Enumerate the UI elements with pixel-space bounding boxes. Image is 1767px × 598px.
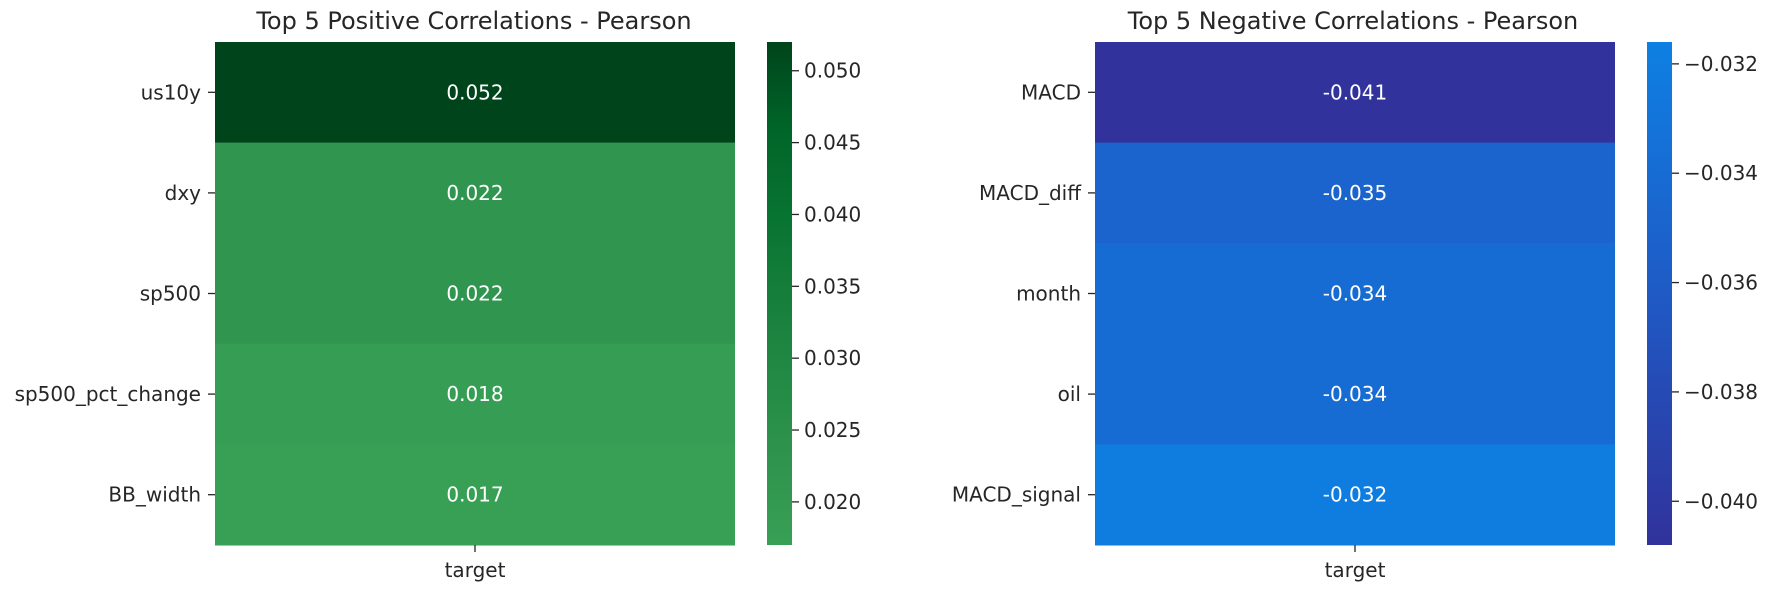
heatmap-cell <box>1095 444 1615 546</box>
colorbar-gradient <box>767 42 792 545</box>
positive-correlations-panel: Top 5 Positive Correlations - Pearson 0.… <box>15 7 862 582</box>
cell-value-label: -0.034 <box>1323 282 1387 306</box>
heatmap-cell <box>215 444 735 546</box>
colorbar-tick-label: 0.030 <box>804 346 861 370</box>
colorbar-tick-label: 0.050 <box>804 59 861 83</box>
row-label: MACD_diff <box>979 181 1082 205</box>
cell-value-label: 0.022 <box>446 282 503 306</box>
row-label: oil <box>1058 382 1081 406</box>
heatmap-cell <box>1095 42 1615 144</box>
colorbar-tick-label: 0.020 <box>804 490 861 514</box>
colorbar-tick-label: 0.035 <box>804 274 861 298</box>
column-label: target <box>445 558 506 582</box>
colorbar-gradient <box>1647 42 1672 545</box>
colorbar-tick-label: −0.032 <box>1684 52 1758 76</box>
cell-value-label: -0.035 <box>1323 181 1387 205</box>
heatmap-cell <box>215 343 735 445</box>
heatmap-cell <box>1095 243 1615 345</box>
row-label: us10y <box>141 80 202 104</box>
cell-value-label: -0.032 <box>1323 483 1387 507</box>
row-labels: us10y dxy sp500 sp500_pct_change BB_width <box>15 80 215 507</box>
row-label: sp500 <box>140 282 201 306</box>
colorbar-tick-label: −0.038 <box>1684 380 1758 404</box>
row-label: MACD <box>1021 80 1081 104</box>
negative-correlations-panel: Top 5 Negative Correlations - Pearson -0… <box>952 7 1758 582</box>
row-label: BB_width <box>108 483 201 507</box>
colorbar: −0.040 −0.038 −0.036 −0.034 −0.032 <box>1647 42 1758 545</box>
colorbar-tick-label: −0.034 <box>1684 161 1758 185</box>
cell-value-label: 0.018 <box>446 382 503 406</box>
row-label: month <box>1016 282 1081 306</box>
colorbar-tick-label: 0.045 <box>804 131 861 155</box>
cell-value-label: 0.022 <box>446 181 503 205</box>
heatmap-cells: -0.041 -0.035 -0.034 -0.034 -0.032 <box>1095 42 1615 546</box>
heatmap-cell <box>215 243 735 345</box>
colorbar: 0.020 0.025 0.030 0.035 0.040 0.045 0.050 <box>767 42 861 545</box>
heatmap-cell <box>1095 343 1615 445</box>
chart-title: Top 5 Positive Correlations - Pearson <box>255 7 691 35</box>
column-labels: target <box>445 545 506 582</box>
cell-value-label: 0.052 <box>446 80 503 104</box>
colorbar-tick-label: −0.036 <box>1684 271 1758 295</box>
row-label: sp500_pct_change <box>15 382 201 406</box>
chart-title: Top 5 Negative Correlations - Pearson <box>1127 7 1578 35</box>
column-label: target <box>1325 558 1386 582</box>
cell-value-label: -0.034 <box>1323 382 1387 406</box>
row-label: MACD_signal <box>952 483 1081 507</box>
heatmap-cell <box>1095 142 1615 244</box>
heatmap-cell <box>215 42 735 144</box>
colorbar-tick-label: 0.025 <box>804 418 861 442</box>
colorbar-tick-label: −0.040 <box>1684 489 1758 513</box>
heatmap-cells: 0.052 0.022 0.022 0.018 0.017 <box>215 42 735 546</box>
column-labels: target <box>1325 545 1386 582</box>
heatmap-cell <box>215 142 735 244</box>
colorbar-tick-label: 0.040 <box>804 202 861 226</box>
row-label: dxy <box>165 181 202 205</box>
cell-value-label: 0.017 <box>446 483 503 507</box>
cell-value-label: -0.041 <box>1323 80 1387 104</box>
